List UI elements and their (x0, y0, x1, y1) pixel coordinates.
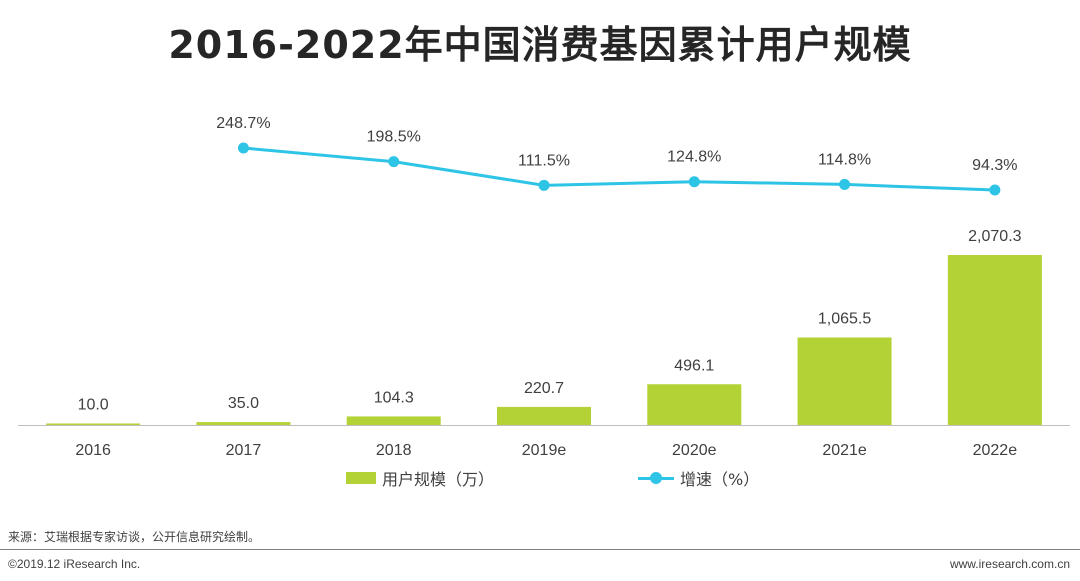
source-note: 来源：艾瑞根据专家访谈，公开信息研究绘制。 (8, 530, 261, 544)
x-tick-2016: 2016 (75, 442, 111, 459)
website-link[interactable]: www.iresearch.com.cn (949, 557, 1070, 571)
growth-point-2019e (538, 179, 550, 191)
growth-line (243, 146, 995, 192)
legend: 用户规模（万） 增速（%） (0, 466, 1080, 490)
x-tick-2019e: 2019e (522, 442, 567, 459)
bar-label-2019e: 220.7 (524, 380, 564, 397)
growth-label-2021e: 114.8% (818, 151, 871, 168)
bar-2021e (797, 337, 892, 425)
bar-2018 (346, 416, 441, 425)
x-tick-2022e: 2022e (973, 442, 1018, 459)
growth-label-2019e: 111.5% (518, 152, 570, 169)
bar-2016 (46, 423, 141, 425)
chart-canvas: 10.0 2016 35.0 2017 104.3 2018 220.7 2019e 496.1… (18, 115, 1070, 459)
x-tick-2021e: 2021e (822, 442, 867, 459)
bar-label-2021e: 1,065.5 (818, 311, 871, 328)
growth-point-2021e (839, 178, 851, 190)
bar-label-2020e: 496.1 (674, 357, 714, 374)
bar-2017 (196, 422, 291, 425)
bar-label-2022e: 2,070.3 (968, 228, 1021, 245)
growth-label-2018: 198.5% (367, 129, 421, 146)
legend-line-swatch (638, 471, 674, 485)
bar-label-2017: 35.0 (228, 395, 259, 412)
legend-bar-swatch (346, 472, 376, 484)
growth-label-2020e: 124.8% (667, 149, 721, 166)
legend-line-label: 增速（%） (680, 470, 760, 489)
legend-bar-label: 用户规模（万） (382, 470, 495, 489)
bar-2022e (947, 255, 1042, 425)
footer-divider (0, 549, 1080, 550)
growth-point-2017 (237, 142, 249, 154)
chart-title: 2016-2022年中国消费基因累计用户规模 (168, 23, 912, 67)
bar-label-2018: 104.3 (374, 389, 414, 406)
growth-point-2022e (989, 184, 1001, 196)
growth-point-2020e (688, 176, 700, 188)
legend-item-bar: 用户规模（万） (346, 466, 494, 490)
legend-item-line: 增速（%） (638, 466, 759, 490)
bar-2019e (497, 406, 591, 425)
growth-label-2017: 248.7% (216, 115, 270, 132)
growth-point-2018 (388, 156, 400, 168)
x-tick-2017: 2017 (226, 442, 262, 459)
bar-2020e (647, 384, 742, 425)
bar-label-2016: 10.0 (78, 397, 109, 414)
growth-label-2022e: 94.3% (972, 157, 1017, 174)
x-tick-2018: 2018 (376, 442, 412, 459)
x-tick-2020e: 2020e (672, 442, 717, 459)
copyright-text: ©2019.12 iResearch Inc. (8, 557, 141, 571)
